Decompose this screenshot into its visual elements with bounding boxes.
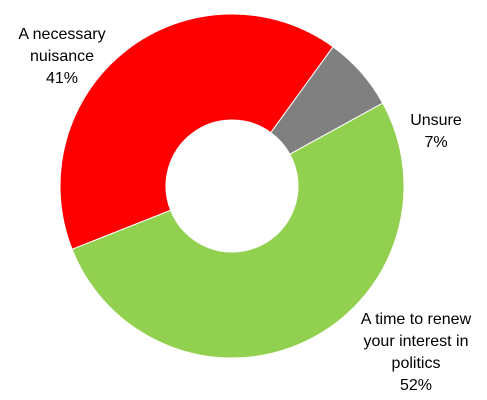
label-a-necessary-nuisance: A necessary nuisance 41% [18, 26, 105, 87]
slice-a-time-to-renew-your-interest-in-politics [71, 102, 405, 359]
label-text-line: your interest in [364, 333, 469, 350]
label-text-line: A necessary [18, 26, 105, 43]
label-percent: 7% [424, 134, 447, 151]
slice-a-necessary-nuisance [59, 13, 334, 250]
label-unsure: Unsure 7% [410, 112, 462, 151]
label-text-line: nuisance [30, 48, 94, 65]
label-percent: 52% [400, 377, 432, 394]
slice-labels: A necessary nuisance 41% Unsure 7% A time to … [18, 26, 471, 394]
donut-slices [59, 13, 405, 359]
label-a-time-to-renew-your-interest-in-politics: A time to renew your interest in politics 5… [361, 311, 472, 394]
label-percent: 41% [46, 70, 78, 87]
label-text-line: Unsure [410, 112, 462, 129]
label-text-line: A time to renew [361, 311, 472, 328]
label-text-line: politics [392, 355, 441, 372]
